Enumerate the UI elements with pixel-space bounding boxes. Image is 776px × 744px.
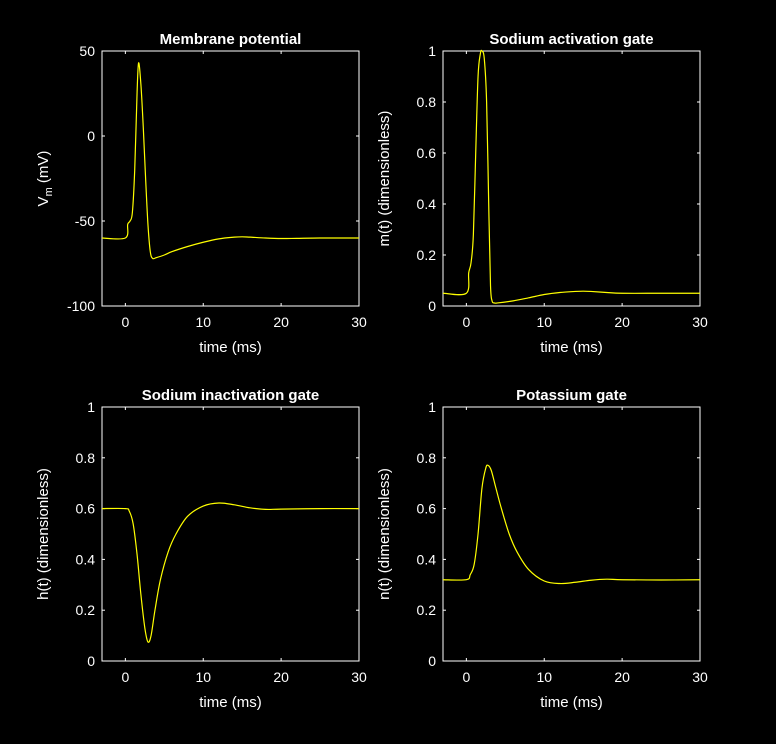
y-tick-label: -50 — [75, 213, 95, 229]
x-tick-label: 30 — [351, 669, 367, 685]
x-tick-label: 20 — [273, 669, 289, 685]
axes-box — [442, 406, 701, 662]
subplot-title: Membrane potential — [160, 31, 302, 48]
y-tick-label: 1 — [428, 399, 436, 415]
series-line — [442, 49, 700, 304]
x-axis-label: time (ms) — [540, 694, 603, 711]
x-tick-label: 10 — [536, 314, 552, 330]
y-tick-label: 0.8 — [76, 450, 96, 466]
x-tick-label: 20 — [273, 314, 289, 330]
x-tick-label: 10 — [536, 669, 552, 685]
y-tick-label: 0.2 — [76, 602, 96, 618]
x-axis-label: time (ms) — [199, 339, 262, 356]
subplot-title: Sodium activation gate — [489, 31, 653, 48]
subplot-4: 0 10 20 30 0 0.2 0.4 0.6 0.8 1 Potassium gate time … — [376, 387, 708, 711]
x-tick-label: 30 — [692, 669, 708, 685]
x-tick-label: 20 — [614, 669, 630, 685]
x-tick-label: 0 — [462, 669, 470, 685]
y-axis-label: n(t) (dimensionless) — [376, 468, 393, 600]
x-tick-label: 20 — [614, 314, 630, 330]
y-tick-label: 0.4 — [76, 551, 96, 567]
y-tick-label: 0.4 — [417, 551, 437, 567]
y-tick-label: 0.2 — [417, 602, 437, 618]
subplot-title: Potassium gate — [516, 387, 627, 404]
y-tick-label: 1 — [87, 399, 95, 415]
y-tick-label: 0 — [87, 653, 95, 669]
y-tick-label: 0.6 — [417, 145, 437, 161]
x-tick-label: 0 — [121, 669, 129, 685]
y-tick-label: 0.6 — [417, 501, 437, 517]
x-tick-label: 10 — [195, 669, 211, 685]
y-tick-label: 0.6 — [76, 501, 96, 517]
y-tick-label: 50 — [79, 43, 95, 59]
x-tick-label: 30 — [692, 314, 708, 330]
y-tick-label: 0.2 — [417, 247, 437, 263]
axes-box — [101, 406, 360, 662]
y-axis-label: m(t) (dimensionless) — [376, 111, 393, 247]
x-tick-label: 0 — [462, 314, 470, 330]
subplot-2: 0 10 20 30 0 0.2 0.4 0.6 0.8 1 Sodium activation g… — [376, 31, 708, 356]
subplot-3: 0 10 20 30 0 0.2 0.4 0.6 0.8 1 Sodium inactivation… — [35, 387, 367, 711]
y-tick-label: 0.8 — [417, 450, 437, 466]
x-tick-label: 30 — [351, 314, 367, 330]
x-axis-label: time (ms) — [540, 339, 603, 356]
y-axis-label: Vm (mV) — [35, 151, 55, 207]
x-tick-label: 0 — [121, 314, 129, 330]
x-axis-label: time (ms) — [199, 694, 262, 711]
y-tick-label: 0 — [428, 298, 436, 314]
x-tick-label: 10 — [195, 314, 211, 330]
y-tick-label: 0 — [428, 653, 436, 669]
y-tick-label: 0.8 — [417, 94, 437, 110]
axes-box — [442, 50, 701, 307]
y-axis-label: h(t) (dimensionless) — [35, 468, 52, 600]
subplot-title: Sodium inactivation gate — [142, 387, 320, 404]
series-line — [101, 502, 360, 643]
y-tick-label: 0 — [87, 128, 95, 144]
y-tick-label: -100 — [67, 298, 95, 314]
subplot-1: 0 10 20 30 -100 -50 0 50 Membrane potential time … — [35, 31, 367, 356]
axes-box — [101, 50, 360, 307]
y-tick-label: 1 — [428, 43, 436, 59]
y-tick-label: 0.4 — [417, 196, 437, 212]
series-line — [442, 464, 701, 585]
series-line — [101, 62, 360, 260]
